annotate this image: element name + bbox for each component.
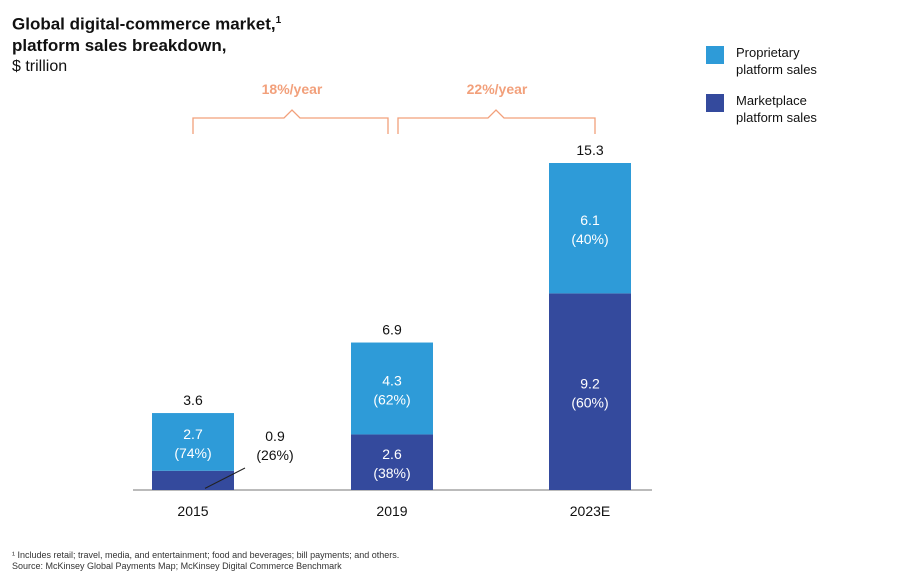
total-label-2019: 6.9 [382, 322, 402, 338]
total-label-2015: 3.6 [183, 392, 203, 408]
growth-label-1: 18%/year [262, 81, 323, 97]
legend-label-marketplace-2: platform sales [736, 110, 817, 125]
value-label-marketplace-2023E: 9.2 [580, 376, 600, 392]
value-label-proprietary-2019: 4.3 [382, 372, 402, 388]
bar-proprietary-2019 [351, 342, 433, 435]
growth-bracket-2 [397, 109, 596, 134]
footnote-marker: 1 [275, 15, 282, 26]
legend-swatch-marketplace [706, 94, 724, 112]
growth-label-2: 22%/year [467, 81, 528, 97]
x-tick-2023E: 2023E [570, 503, 610, 519]
bar-proprietary-2023E [549, 163, 631, 294]
share-label-marketplace-2015: (26%) [256, 447, 293, 463]
legend-label-proprietary-1: Proprietary [736, 45, 800, 60]
title-line-1: Global digital-commerce market, [12, 14, 276, 34]
total-label-2023E: 15.3 [576, 142, 603, 158]
leader-line-marketplace-2015 [204, 467, 246, 489]
share-label-proprietary-2015: (74%) [174, 445, 211, 461]
share-label-proprietary-2023E: (40%) [571, 231, 608, 247]
x-tick-2019: 2019 [376, 503, 407, 519]
title-line-2: platform sales breakdown, [12, 35, 227, 55]
footnote-source: Source: McKinsey Global Payments Map; Mc… [12, 561, 342, 571]
growth-brackets: 18%/year 22%/year [192, 81, 596, 134]
x-tick-2015: 2015 [177, 503, 208, 519]
chart-area: 18%/year 22%/year 0.9 (26%) 2.7 (74%) 3.6 201… [133, 81, 652, 519]
value-label-proprietary-2015: 2.7 [183, 426, 203, 442]
footnote-line-1: ¹ Includes retail; travel, media, and en… [12, 550, 400, 560]
bars: 0.9 (26%) 2.7 (74%) 3.6 2015 2.6 (38%) 4.3 (62%) 6… [152, 142, 631, 519]
share-label-marketplace-2023E: (60%) [571, 395, 608, 411]
legend-label-marketplace-1: Marketplace [736, 93, 807, 108]
footnote: ¹ Includes retail; travel, media, and en… [12, 550, 399, 572]
value-label-proprietary-2023E: 6.1 [580, 212, 600, 228]
bar-marketplace-2015 [152, 470, 234, 490]
bar-marketplace-2023E [549, 293, 631, 490]
value-label-marketplace-2015: 0.9 [265, 428, 285, 444]
bar-proprietary-2015 [152, 413, 234, 471]
chart-title: Global digital-commerce market,1 platfor… [12, 10, 281, 56]
legend-label-proprietary-2: platform sales [736, 62, 817, 77]
bar-marketplace-2019 [351, 434, 433, 490]
legend-swatch-proprietary [706, 46, 724, 64]
share-label-marketplace-2019: (38%) [373, 465, 410, 481]
growth-bracket-1 [192, 109, 389, 134]
share-label-proprietary-2019: (62%) [373, 391, 410, 407]
value-label-marketplace-2019: 2.6 [382, 446, 402, 462]
unit-label: $ trillion [12, 58, 68, 75]
